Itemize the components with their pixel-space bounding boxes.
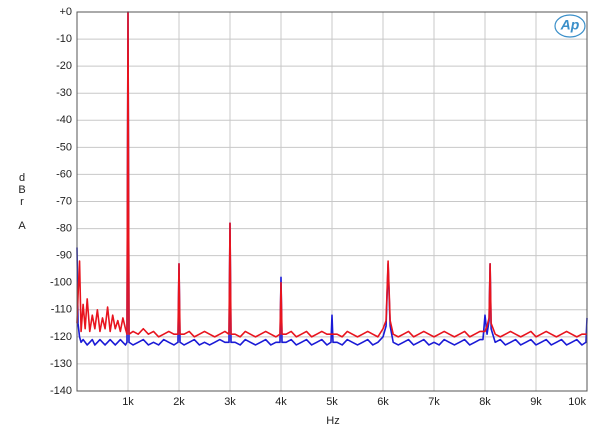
logo: Ap xyxy=(560,17,580,33)
y-tick-label: -70 xyxy=(56,195,72,207)
y-tick-label: -80 xyxy=(56,222,72,234)
y-tick-label: -100 xyxy=(50,277,72,289)
y-tick-label: -90 xyxy=(56,250,72,262)
x-axis-label: Hz xyxy=(326,415,339,427)
series-line xyxy=(76,11,587,338)
x-tick-label: 10k xyxy=(568,396,586,408)
x-tick-label: 9k xyxy=(530,396,542,408)
y-tick-label: -60 xyxy=(56,168,72,180)
x-tick-label: 4k xyxy=(275,396,287,408)
y-tick-label: -10 xyxy=(56,33,72,45)
logo-ring xyxy=(554,14,586,38)
x-tick-label: 2k xyxy=(173,396,185,408)
y-tick-label: -40 xyxy=(56,114,72,126)
x-tick-label: 1k xyxy=(122,396,134,408)
y-axis-label: dBr A xyxy=(16,172,28,232)
y-tick-label: -50 xyxy=(56,141,72,153)
y-tick-label: -20 xyxy=(56,60,72,72)
y-tick-label: -110 xyxy=(51,304,72,316)
y-tick-label: -120 xyxy=(50,331,72,343)
x-tick-label: 8k xyxy=(479,396,491,408)
x-tick-label: 3k xyxy=(224,396,236,408)
y-tick-label: -130 xyxy=(50,358,72,370)
y-tick-label: -30 xyxy=(56,87,72,99)
plot-area xyxy=(76,11,588,346)
x-tick-label: 7k xyxy=(428,396,440,408)
x-tick-label: 5k xyxy=(326,396,338,408)
plot-frame xyxy=(76,11,588,392)
y-tick-label: -140 xyxy=(50,385,72,397)
y-tick-label: +0 xyxy=(59,6,72,18)
x-tick-label: 6k xyxy=(377,396,389,408)
